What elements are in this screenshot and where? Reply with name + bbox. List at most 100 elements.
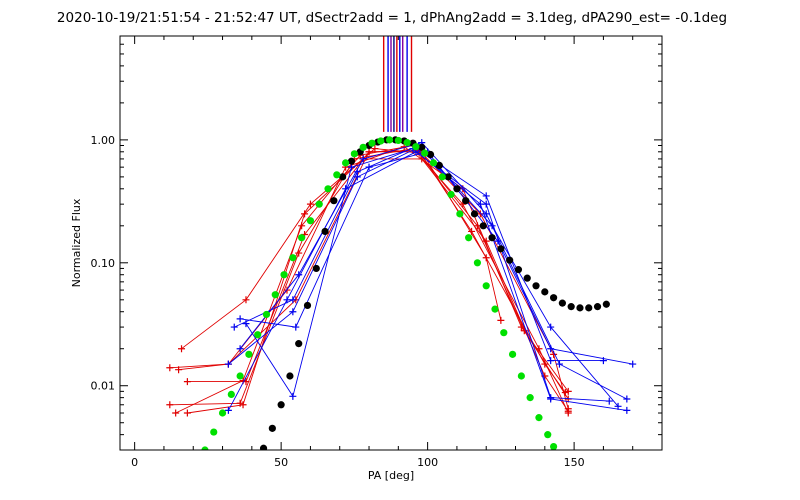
blue-3-point-5 — [547, 323, 555, 331]
blue-1-point-1 — [289, 308, 297, 316]
blue-3-point-1 — [289, 296, 297, 304]
black-dots-point-4 — [295, 340, 303, 348]
green-dots-point-23 — [403, 139, 411, 147]
green-dots-point-34 — [500, 329, 508, 337]
green-dots-point-5 — [245, 350, 253, 358]
red-6-point-6 — [541, 360, 549, 368]
blue-6-point-4 — [494, 237, 502, 245]
red-5-point-2 — [306, 200, 314, 208]
black-dots-point-22 — [453, 185, 461, 193]
green-dots-point-27 — [438, 173, 446, 181]
red-3-point-0 — [172, 409, 180, 417]
black-dots-point-33 — [550, 294, 558, 302]
green-dots-point-0 — [201, 446, 209, 450]
blue-1-line — [228, 148, 604, 365]
blue-4-point-1 — [295, 271, 303, 279]
blue-6-point-5 — [547, 345, 555, 353]
green-dots-point-25 — [421, 149, 429, 157]
green-dots-point-6 — [254, 331, 262, 339]
blue-5-point-0 — [242, 320, 250, 328]
green-dots-point-39 — [544, 431, 552, 439]
black-dots-point-27 — [497, 245, 505, 253]
black-dots-point-37 — [585, 304, 593, 312]
green-dots-point-20 — [377, 137, 385, 145]
black-dots-point-25 — [479, 222, 487, 230]
green-dots-point-18 — [359, 143, 367, 151]
black-dots-point-2 — [277, 401, 285, 409]
green-dots-point-15 — [333, 171, 341, 179]
plot-frame — [119, 35, 663, 451]
red-5-point-1 — [242, 296, 250, 304]
green-dots-point-11 — [298, 234, 306, 242]
red-5-point-0 — [178, 345, 186, 353]
blue-4-point-5 — [555, 360, 563, 368]
blue-3-point-0 — [230, 323, 238, 331]
red-1-point-0 — [166, 364, 174, 372]
blue-3-line — [234, 144, 619, 407]
green-dots-point-4 — [236, 372, 244, 380]
red-7-point-1 — [239, 401, 247, 409]
blue-2-line — [228, 151, 610, 411]
black-dots-point-9 — [339, 173, 347, 181]
blue-1-point-5 — [547, 357, 555, 365]
y-tick-label-0: 0.01 — [91, 380, 116, 393]
red-5-point-3 — [371, 145, 379, 153]
y-tick-label-1: 0.10 — [91, 257, 116, 270]
red-7-point-2 — [301, 210, 309, 218]
black-dots-point-26 — [488, 234, 496, 242]
black-dots-point-8 — [330, 197, 338, 205]
black-dots-point-39 — [602, 300, 610, 308]
red-2-point-2 — [295, 249, 303, 257]
red-7-line — [187, 158, 569, 414]
red-6-point-3 — [365, 148, 373, 156]
green-dots-point-31 — [473, 259, 482, 267]
green-dots-point-9 — [280, 271, 288, 279]
blue-1-point-4 — [482, 192, 490, 200]
blue-6-line — [240, 151, 633, 365]
x-axis-label: PA [deg] — [368, 469, 414, 482]
blue-4-point-0 — [236, 345, 244, 353]
green-dots-point-8 — [271, 291, 279, 299]
black-dots-point-28 — [506, 256, 514, 264]
black-dots-point-3 — [286, 372, 294, 380]
green-dots-point-30 — [465, 234, 473, 242]
red-1-line — [169, 146, 569, 392]
green-dots-point-17 — [350, 150, 358, 158]
axes: 0 50 100 150 0.01 0.10 1.00 — [91, 35, 662, 469]
green-dots-point-7 — [262, 310, 271, 319]
black-dots-point-24 — [470, 210, 479, 218]
green-dots-point-16 — [341, 159, 350, 167]
black-dots-point-36 — [576, 304, 584, 312]
red-6-point-7 — [561, 389, 569, 397]
green-dots-point-35 — [508, 350, 517, 358]
red-6-point-5 — [468, 227, 476, 235]
chart-title: 2020-10-19/21:51:54 - 21:52:47 UT, dSect… — [57, 10, 727, 26]
blue-2-point-4 — [482, 200, 490, 208]
y-axis-label: Normalized Flux — [70, 198, 83, 287]
blue-6-point-1 — [292, 323, 300, 331]
red-6-point-0 — [183, 378, 191, 386]
plot-area — [166, 36, 637, 450]
green-dots-point-37 — [526, 394, 534, 402]
red-4-point-6 — [497, 316, 505, 324]
blue-5-point-5 — [547, 395, 555, 403]
green-dots-point-26 — [429, 159, 438, 167]
red-5-line — [181, 148, 569, 409]
black-dots-point-30 — [523, 274, 531, 282]
green-dots-point-2 — [218, 409, 227, 417]
green-dots-point-21 — [385, 136, 394, 144]
black-dots-point-21 — [444, 173, 452, 181]
green-dots-point-19 — [368, 139, 376, 147]
red-3-line — [175, 145, 569, 414]
black-dots-point-18 — [418, 143, 426, 151]
blue-5-point-1 — [289, 392, 297, 400]
x-tick-label-3: 150 — [564, 456, 585, 469]
blue-4-point-2 — [359, 155, 367, 163]
blue-2-point-6 — [605, 397, 613, 405]
blue-6-point-2 — [365, 163, 373, 171]
y-tick-label-2: 1.00 — [91, 134, 116, 147]
green-dots-point-14 — [324, 185, 332, 193]
black-dots-point-7 — [321, 227, 329, 236]
green-dots-point-24 — [412, 143, 420, 151]
